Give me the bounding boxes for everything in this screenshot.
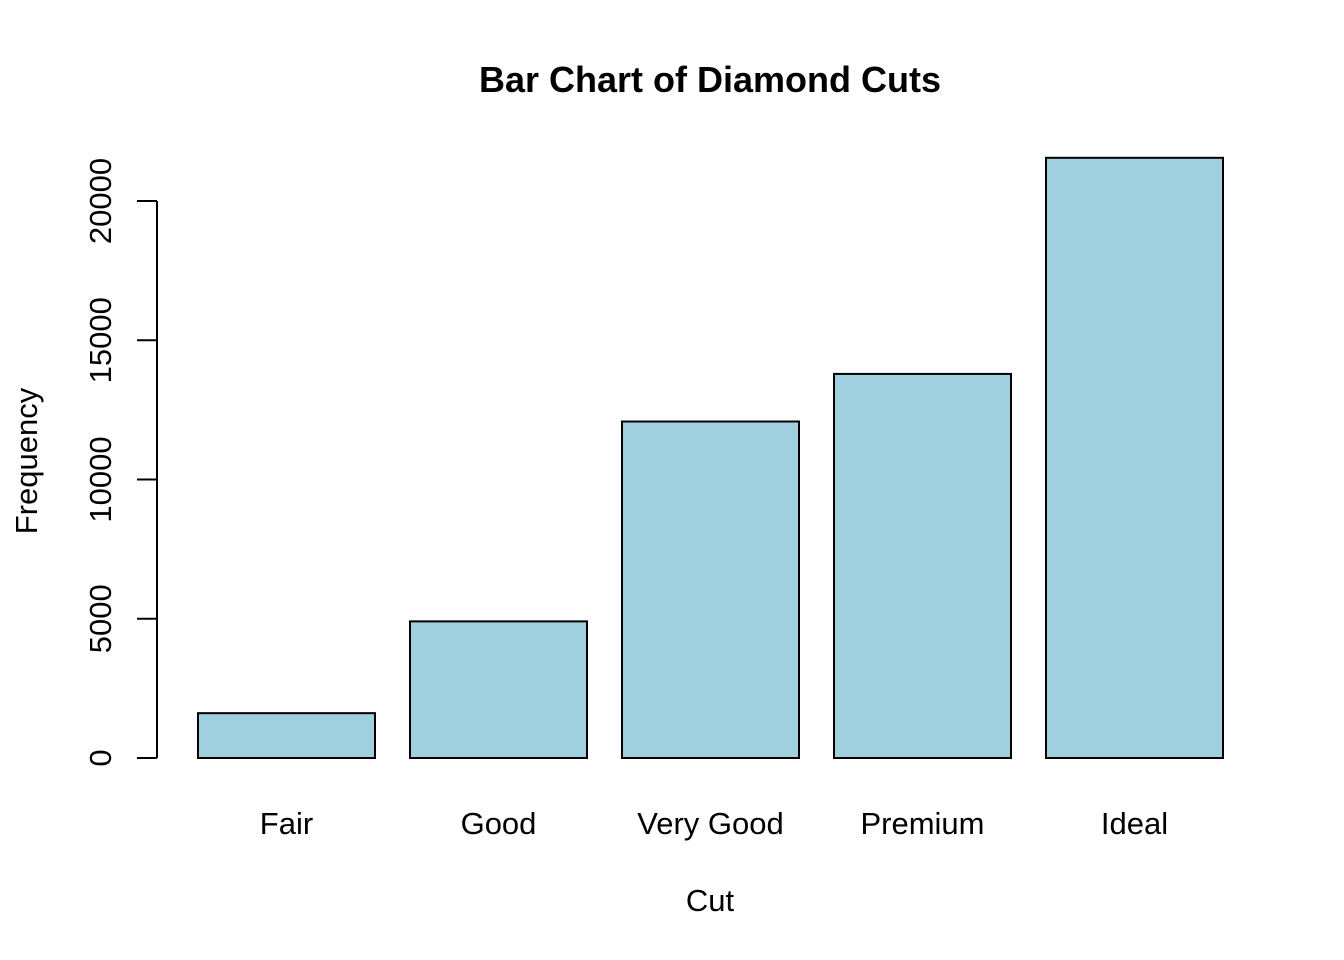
x-axis-category-labels: Fair Good Very Good Premium Ideal (260, 806, 1168, 841)
x-tick-label: Ideal (1101, 806, 1168, 841)
y-tick-label: 10000 (83, 436, 118, 522)
bar-very-good (621, 420, 800, 759)
y-tick-label: 15000 (83, 297, 118, 383)
y-tick-label: 20000 (83, 158, 118, 244)
bar-ideal (1045, 156, 1224, 760)
x-tick-label: Very Good (637, 806, 783, 841)
x-axis-label: Cut (686, 883, 735, 918)
y-axis: 0 5000 10000 15000 20000 (83, 158, 158, 767)
x-tick-label: Good (461, 806, 537, 841)
y-tick-label: 5000 (83, 584, 118, 653)
bar-premium (833, 372, 1012, 759)
bar-fair (197, 712, 376, 759)
y-tick-label: 0 (83, 749, 118, 766)
bar-good (409, 620, 588, 760)
chart-title: Bar Chart of Diamond Cuts (479, 59, 941, 100)
bars-group (197, 156, 1224, 760)
y-axis-label: Frequency (9, 387, 44, 534)
x-tick-label: Fair (260, 806, 313, 841)
x-tick-label: Premium (860, 806, 984, 841)
